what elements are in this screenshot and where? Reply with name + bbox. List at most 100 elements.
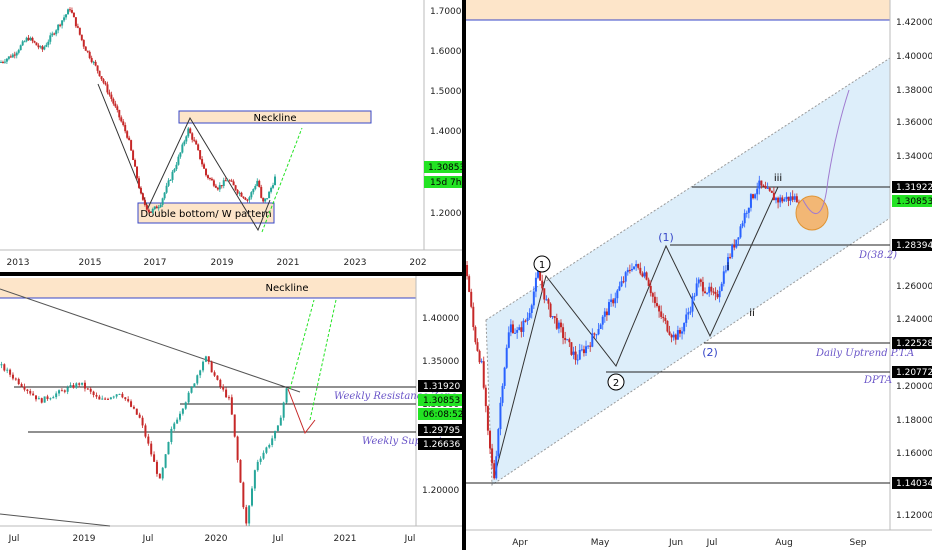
x-tick-label: 2020 [205, 534, 228, 544]
candle-body [204, 356, 207, 362]
candle-body [743, 213, 746, 224]
candle-body [176, 419, 179, 424]
candle-body [768, 187, 771, 191]
candle-body [587, 345, 590, 347]
candle-body [756, 188, 759, 195]
candle-body [764, 185, 767, 189]
candle-body [57, 24, 60, 31]
tag-22528: 1.22528 [896, 339, 932, 349]
candle-body [196, 375, 199, 384]
four-hour-chart[interactable]: 1.42000 1.40000 1.38000 1.36000 1.34000 1.260… [466, 0, 932, 550]
candle-body [653, 296, 656, 304]
weekly-chart-panel[interactable]: 1.70000 1.60000 1.50000 1.40000 1.20000 2013 2… [0, 0, 462, 272]
daily-chart[interactable]: 1.400001.350001.300001.250001.20000Jul20… [0, 276, 462, 550]
candle-body [128, 137, 131, 141]
four-hour-chart-panel[interactable]: 1.42000 1.40000 1.38000 1.36000 1.34000 1.260… [466, 0, 932, 550]
candle-body [566, 339, 569, 341]
candle-body [603, 311, 606, 317]
candle-body [720, 283, 723, 291]
candle-body [599, 324, 602, 329]
candle-body [758, 180, 761, 189]
candle-body [741, 223, 744, 227]
candle-body [666, 320, 669, 332]
candle-body [234, 185, 237, 190]
candle-body [181, 408, 184, 414]
candle-body [601, 316, 604, 325]
y-tick-label: 1.20000 [896, 382, 932, 392]
candle-body [169, 179, 172, 181]
candle-body [557, 322, 560, 329]
candle-body [5, 58, 8, 62]
candle-body [135, 408, 138, 415]
tag-20772: 1.20772 [896, 368, 932, 378]
candle-body [752, 194, 755, 199]
candle-body [516, 329, 519, 333]
dpta-annotation: DPTA [863, 375, 892, 386]
candle-body [622, 281, 625, 283]
candle-body [43, 46, 46, 50]
x-tick-label: 2021 [334, 534, 357, 544]
candle-body [151, 208, 154, 213]
candle-body [45, 44, 48, 47]
candle-body [676, 330, 679, 340]
candle-body [55, 393, 58, 398]
candle-body [656, 303, 659, 306]
candle-body [499, 402, 502, 430]
candle-body [216, 375, 219, 380]
candle-body [49, 398, 52, 400]
candle-body [474, 326, 477, 343]
candle-body [781, 197, 784, 202]
candle-body [52, 397, 55, 399]
candle-body [179, 413, 181, 420]
candle-body [122, 121, 125, 126]
candle-body [749, 194, 752, 208]
candle-body [708, 286, 711, 293]
tag-mid: 1.29795 [423, 426, 460, 436]
candle-body [551, 316, 554, 318]
candle-body [543, 288, 546, 300]
y-tick-label: 1.50000 [430, 87, 462, 97]
candle-body [252, 189, 255, 193]
wave-iii-label: iii [774, 173, 782, 184]
candle-body [88, 51, 91, 58]
candle-body [78, 383, 81, 385]
candle-body [681, 331, 684, 334]
tag-14034: 1.14034 [896, 479, 932, 489]
candle-body [20, 384, 23, 387]
x-tick-label: May [591, 538, 610, 548]
candle-body [248, 197, 251, 200]
y-tick-label: 1.40000 [896, 52, 932, 62]
candle-body [41, 46, 44, 50]
uptrend-channel [485, 57, 891, 486]
candle-body [112, 98, 115, 104]
candle-body [25, 37, 28, 42]
candle-body [118, 393, 121, 395]
candle-body [164, 454, 167, 468]
candle-body [576, 359, 579, 361]
x-tick-label: 2019 [211, 258, 234, 268]
wave-2-label: 2 [613, 378, 619, 389]
candle-body [476, 342, 479, 351]
candle-body [177, 156, 180, 165]
candle-body [11, 54, 14, 58]
candle-body [43, 396, 46, 403]
candle-body [98, 396, 101, 400]
candle-body [279, 417, 282, 426]
candle-body [78, 27, 81, 35]
candle-body [69, 385, 72, 388]
candle-body [17, 50, 20, 53]
candle-body [183, 141, 186, 145]
candle-body [478, 350, 481, 363]
weekly-chart[interactable]: 1.70000 1.60000 1.50000 1.40000 1.20000 2013 2… [0, 0, 462, 272]
candle-body [171, 171, 174, 180]
candle-body [100, 76, 103, 80]
candle-body [68, 9, 71, 11]
candle-body [539, 270, 542, 281]
candle-body [472, 306, 475, 327]
neckline-label-daily: Neckline [266, 283, 309, 294]
daily-chart-panel[interactable]: 1.400001.350001.300001.250001.20000Jul20… [0, 276, 462, 550]
pattern-label: Double bottom/ W pattern [140, 209, 271, 220]
candle-body [89, 388, 92, 392]
candle-body [783, 199, 786, 202]
candle-body [633, 266, 636, 269]
